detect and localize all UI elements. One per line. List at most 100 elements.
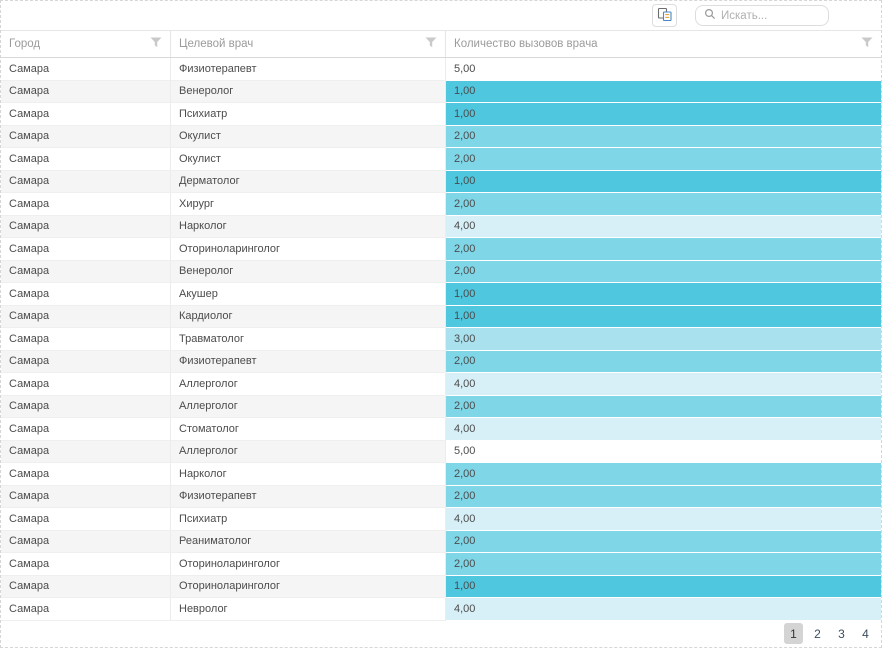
pager-page-3[interactable]: 3 <box>832 623 851 644</box>
table-row[interactable]: Самара Психиатр 1,00 <box>1 103 881 126</box>
cell-calls-value: 2,00 <box>446 238 881 261</box>
cell-doctor: Окулист <box>171 126 446 149</box>
cell-city: Самара <box>1 216 171 239</box>
cell-doctor: Оториноларинголог <box>171 553 446 576</box>
table-row[interactable]: Самара Реаниматолог 2,00 <box>1 531 881 554</box>
column-header-doctor[interactable]: Целевой врач <box>171 31 446 57</box>
cell-doctor: Нарколог <box>171 216 446 239</box>
table-row[interactable]: Самара Венеролог 2,00 <box>1 261 881 284</box>
cell-city: Самара <box>1 283 171 306</box>
table-row[interactable]: Самара Венеролог 1,00 <box>1 81 881 104</box>
table-row[interactable]: Самара Дерматолог 1,00 <box>1 171 881 194</box>
column-header-city-label: Город <box>9 38 40 50</box>
cell-calls-value: 2,00 <box>446 531 881 554</box>
cell-city: Самара <box>1 238 171 261</box>
cell-calls-value: 1,00 <box>446 103 881 126</box>
cell-city: Самара <box>1 531 171 554</box>
cell-doctor: Нарколог <box>171 463 446 486</box>
cell-calls-value: 2,00 <box>446 126 881 149</box>
pager: 1234 <box>1 621 881 648</box>
cell-calls-value: 2,00 <box>446 463 881 486</box>
table-row[interactable]: Самара Хирург 2,00 <box>1 193 881 216</box>
cell-calls-value: 2,00 <box>446 396 881 419</box>
table-row[interactable]: Самара Невролог 4,00 <box>1 598 881 621</box>
cell-doctor: Оториноларинголог <box>171 238 446 261</box>
cell-city: Самара <box>1 508 171 531</box>
cell-calls-value: 5,00 <box>446 58 881 81</box>
cell-calls-value: 3,00 <box>446 328 881 351</box>
cell-city: Самара <box>1 58 171 81</box>
table-row[interactable]: Самара Оториноларинголог 2,00 <box>1 238 881 261</box>
grid-toolbar <box>1 1 881 30</box>
cell-city: Самара <box>1 103 171 126</box>
filter-icon-city[interactable] <box>150 37 162 51</box>
search-input[interactable] <box>721 10 820 22</box>
table-row[interactable]: Самара Оториноларинголог 1,00 <box>1 576 881 599</box>
cell-city: Самара <box>1 193 171 216</box>
table-row[interactable]: Самара Физиотерапевт 5,00 <box>1 58 881 81</box>
cell-calls-value: 4,00 <box>446 418 881 441</box>
table-row[interactable]: Самара Психиатр 4,00 <box>1 508 881 531</box>
cell-doctor: Акушер <box>171 283 446 306</box>
cell-city: Самара <box>1 148 171 171</box>
pager-page-1[interactable]: 1 <box>784 623 803 644</box>
table-row[interactable]: Самара Нарколог 2,00 <box>1 463 881 486</box>
table-row[interactable]: Самара Окулист 2,00 <box>1 126 881 149</box>
cell-doctor: Аллерголог <box>171 396 446 419</box>
cell-city: Самара <box>1 126 171 149</box>
cell-calls-value: 1,00 <box>446 283 881 306</box>
cell-calls-value: 4,00 <box>446 216 881 239</box>
cell-doctor: Психиатр <box>171 508 446 531</box>
column-header-calls[interactable]: Количество вызовов врача <box>446 31 881 57</box>
cell-doctor: Психиатр <box>171 103 446 126</box>
cell-doctor: Окулист <box>171 148 446 171</box>
cell-city: Самара <box>1 441 171 464</box>
table-row[interactable]: Самара Аллерголог 4,00 <box>1 373 881 396</box>
table-row[interactable]: Самара Кардиолог 1,00 <box>1 306 881 329</box>
table-row[interactable]: Самара Окулист 2,00 <box>1 148 881 171</box>
grid-header-row: Город Целевой врач Количество вызовов вр… <box>1 30 881 58</box>
table-row[interactable]: Самара Оториноларинголог 2,00 <box>1 553 881 576</box>
cell-calls-value: 2,00 <box>446 261 881 284</box>
cell-city: Самара <box>1 598 171 621</box>
column-header-city[interactable]: Город <box>1 31 171 57</box>
cell-calls-value: 4,00 <box>446 508 881 531</box>
cell-doctor: Венеролог <box>171 81 446 104</box>
cell-city: Самара <box>1 463 171 486</box>
cell-calls-value: 1,00 <box>446 306 881 329</box>
table-row[interactable]: Самара Нарколог 4,00 <box>1 216 881 239</box>
cell-city: Самара <box>1 576 171 599</box>
cell-calls-value: 2,00 <box>446 486 881 509</box>
table-row[interactable]: Самара Физиотерапевт 2,00 <box>1 486 881 509</box>
table-row[interactable]: Самара Акушер 1,00 <box>1 283 881 306</box>
cell-calls-value: 1,00 <box>446 576 881 599</box>
cell-doctor: Стоматолог <box>171 418 446 441</box>
pager-page-2[interactable]: 2 <box>808 623 827 644</box>
table-row[interactable]: Самара Аллерголог 5,00 <box>1 441 881 464</box>
table-row[interactable]: Самара Аллерголог 2,00 <box>1 396 881 419</box>
table-row[interactable]: Самара Физиотерапевт 2,00 <box>1 351 881 374</box>
cell-calls-value: 2,00 <box>446 193 881 216</box>
filter-icon-doctor[interactable] <box>425 37 437 51</box>
cell-calls-value: 2,00 <box>446 351 881 374</box>
filter-icon-calls[interactable] <box>861 37 873 51</box>
grid-body: Самара Физиотерапевт 5,00 Самара Венерол… <box>1 58 881 621</box>
cell-doctor: Аллерголог <box>171 441 446 464</box>
cell-city: Самара <box>1 396 171 419</box>
cell-city: Самара <box>1 553 171 576</box>
cell-city: Самара <box>1 373 171 396</box>
cell-calls-value: 5,00 <box>446 441 881 464</box>
cell-doctor: Кардиолог <box>171 306 446 329</box>
cell-doctor: Физиотерапевт <box>171 351 446 374</box>
pager-page-4[interactable]: 4 <box>856 623 875 644</box>
table-row[interactable]: Самара Стоматолог 4,00 <box>1 418 881 441</box>
cell-city: Самара <box>1 306 171 329</box>
table-row[interactable]: Самара Травматолог 3,00 <box>1 328 881 351</box>
cell-doctor: Хирург <box>171 193 446 216</box>
column-chooser-button[interactable] <box>652 4 677 27</box>
cell-calls-value: 4,00 <box>446 598 881 621</box>
cell-doctor: Реаниматолог <box>171 531 446 554</box>
cell-city: Самара <box>1 418 171 441</box>
cell-calls-value: 2,00 <box>446 553 881 576</box>
column-header-doctor-label: Целевой врач <box>179 38 253 50</box>
